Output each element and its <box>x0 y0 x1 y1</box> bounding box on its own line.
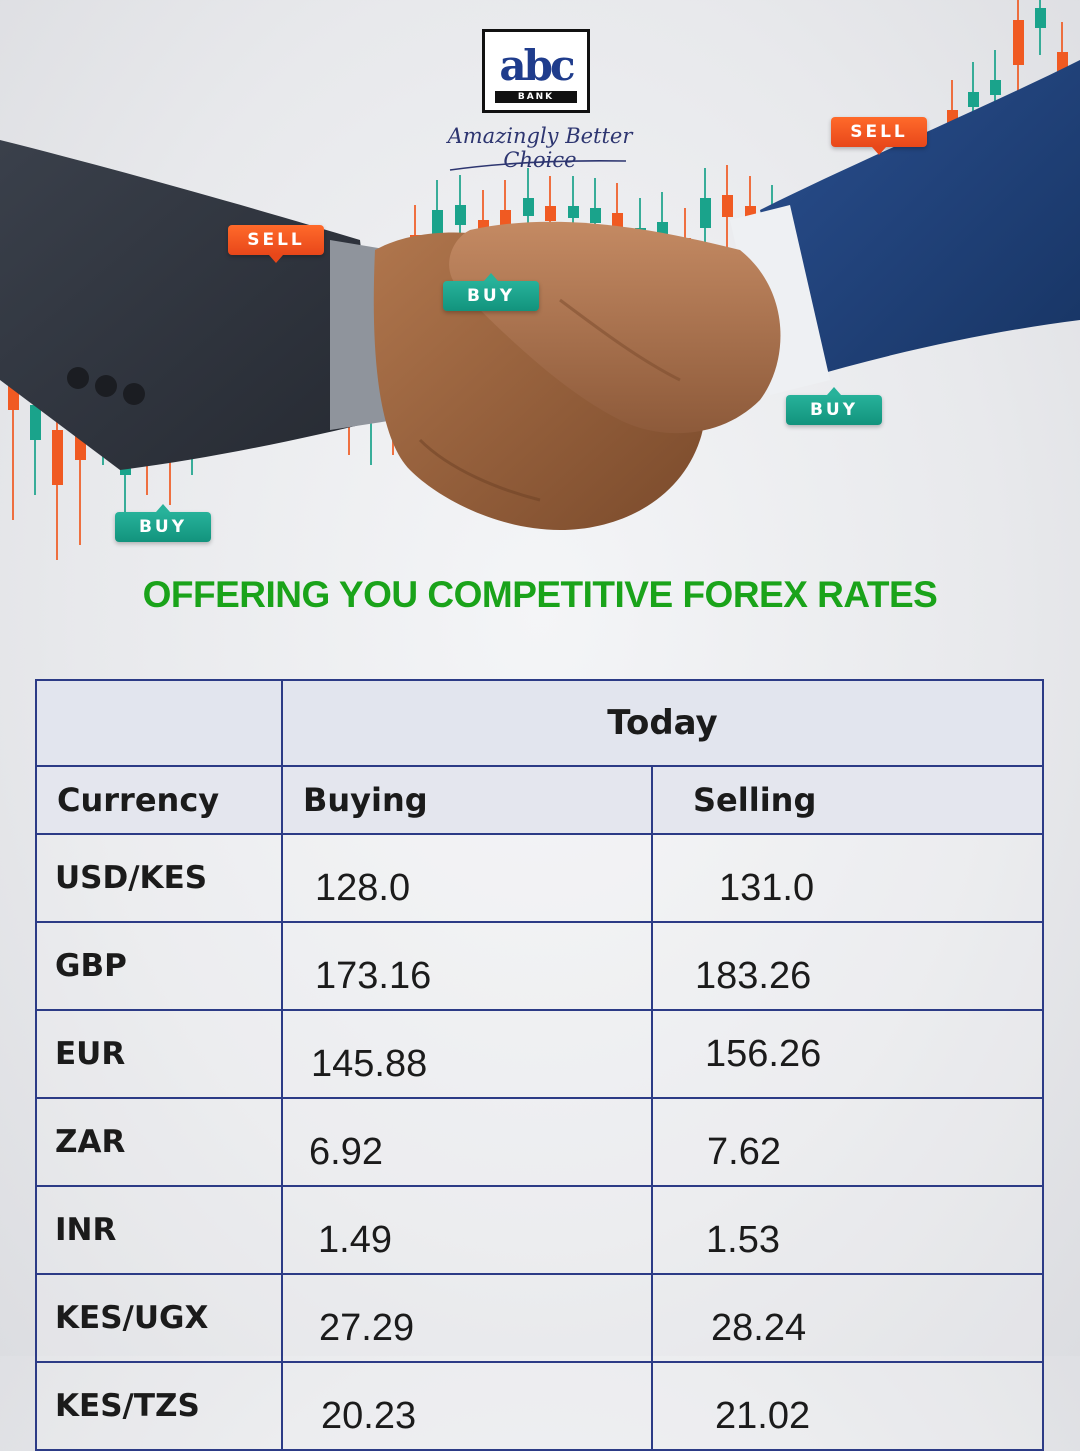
candle-body <box>700 198 711 228</box>
table-column-header-row: Currency Buying Selling <box>35 765 1044 835</box>
right-hand <box>449 221 781 434</box>
currency-cell: EUR <box>35 1009 283 1099</box>
selling-rate-cell: 7.62 <box>651 1097 1044 1187</box>
table-row: INR 1.49 1.53 <box>35 1185 1044 1275</box>
candle-body <box>545 206 556 221</box>
buy-tag: BUY <box>115 504 211 542</box>
buying-rate-cell: 20.23 <box>281 1361 653 1451</box>
buying-rate-cell: 128.0 <box>281 833 653 923</box>
candle-body <box>52 430 63 485</box>
candle-body <box>1057 52 1068 82</box>
forex-rates-table: Today Currency Buying Selling USD/KES 12… <box>35 679 1044 1451</box>
table-row: ZAR 6.92 7.62 <box>35 1097 1044 1187</box>
currency-cell: GBP <box>35 921 283 1011</box>
candle-body <box>8 380 19 410</box>
candle-body <box>500 210 511 235</box>
candle-body <box>1035 8 1046 28</box>
buy-tag: BUY <box>786 387 882 425</box>
abc-bank-logo: abc BANK <box>482 29 590 113</box>
candle-body <box>432 210 443 255</box>
empty-header-cell <box>35 679 283 767</box>
candle-body <box>30 405 41 440</box>
table-row: GBP 173.16 183.26 <box>35 921 1044 1011</box>
buy-tag: BUY <box>443 273 539 311</box>
buying-column-header: Buying <box>281 765 653 835</box>
table-row: KES/TZS 20.23 21.02 <box>35 1361 1044 1451</box>
selling-rate-cell: 1.53 <box>651 1185 1044 1275</box>
hero-illustration <box>0 0 1080 560</box>
sell-tag: SELL <box>831 117 927 155</box>
candle-body <box>568 206 579 218</box>
candle-body <box>990 80 1001 95</box>
selling-rate-cell: 21.02 <box>651 1361 1044 1451</box>
logo-bank-label: BANK <box>495 91 577 103</box>
logo-wordmark: abc <box>499 41 575 90</box>
buying-rate-cell: 6.92 <box>281 1097 653 1187</box>
currency-cell: ZAR <box>35 1097 283 1187</box>
table-row: EUR 145.88 156.26 <box>35 1009 1044 1099</box>
candle-body <box>455 205 466 225</box>
buying-rate-cell: 173.16 <box>281 921 653 1011</box>
candle-body <box>612 213 623 228</box>
candle-body <box>590 208 601 223</box>
selling-column-header: Selling <box>651 765 1044 835</box>
table-row: KES/UGX 27.29 28.24 <box>35 1273 1044 1363</box>
right-shirt-cuff <box>730 205 830 395</box>
headline: OFFERING YOU COMPETITIVE FOREX RATES <box>142 574 938 615</box>
candle-body <box>968 92 979 107</box>
selling-rate-cell: 183.26 <box>651 921 1044 1011</box>
candle-body <box>523 198 534 216</box>
currency-cell: KES/UGX <box>35 1273 283 1363</box>
currency-cell: INR <box>35 1185 283 1275</box>
left-suit-sleeve <box>0 140 380 470</box>
currency-column-header: Currency <box>35 765 283 835</box>
sell-tag: SELL <box>228 225 324 263</box>
selling-rate-cell: 131.0 <box>651 833 1044 923</box>
buying-rate-cell: 1.49 <box>281 1185 653 1275</box>
table-row: USD/KES 128.0 131.0 <box>35 833 1044 923</box>
right-suit-sleeve <box>760 60 1080 380</box>
candle-body <box>722 195 733 217</box>
brand-tagline: Amazingly Better Choice <box>447 124 633 172</box>
buying-rate-cell: 27.29 <box>281 1273 653 1363</box>
today-header: Today <box>281 679 1044 767</box>
tagline-swoosh <box>449 159 627 171</box>
currency-cell: KES/TZS <box>35 1361 283 1451</box>
currency-cell: USD/KES <box>35 833 283 923</box>
candle-body <box>1013 20 1024 65</box>
buying-rate-cell: 145.88 <box>281 1009 653 1099</box>
selling-rate-cell: 28.24 <box>651 1273 1044 1363</box>
table-group-header-row: Today <box>35 679 1044 767</box>
selling-rate-cell: 156.26 <box>651 1009 1044 1099</box>
